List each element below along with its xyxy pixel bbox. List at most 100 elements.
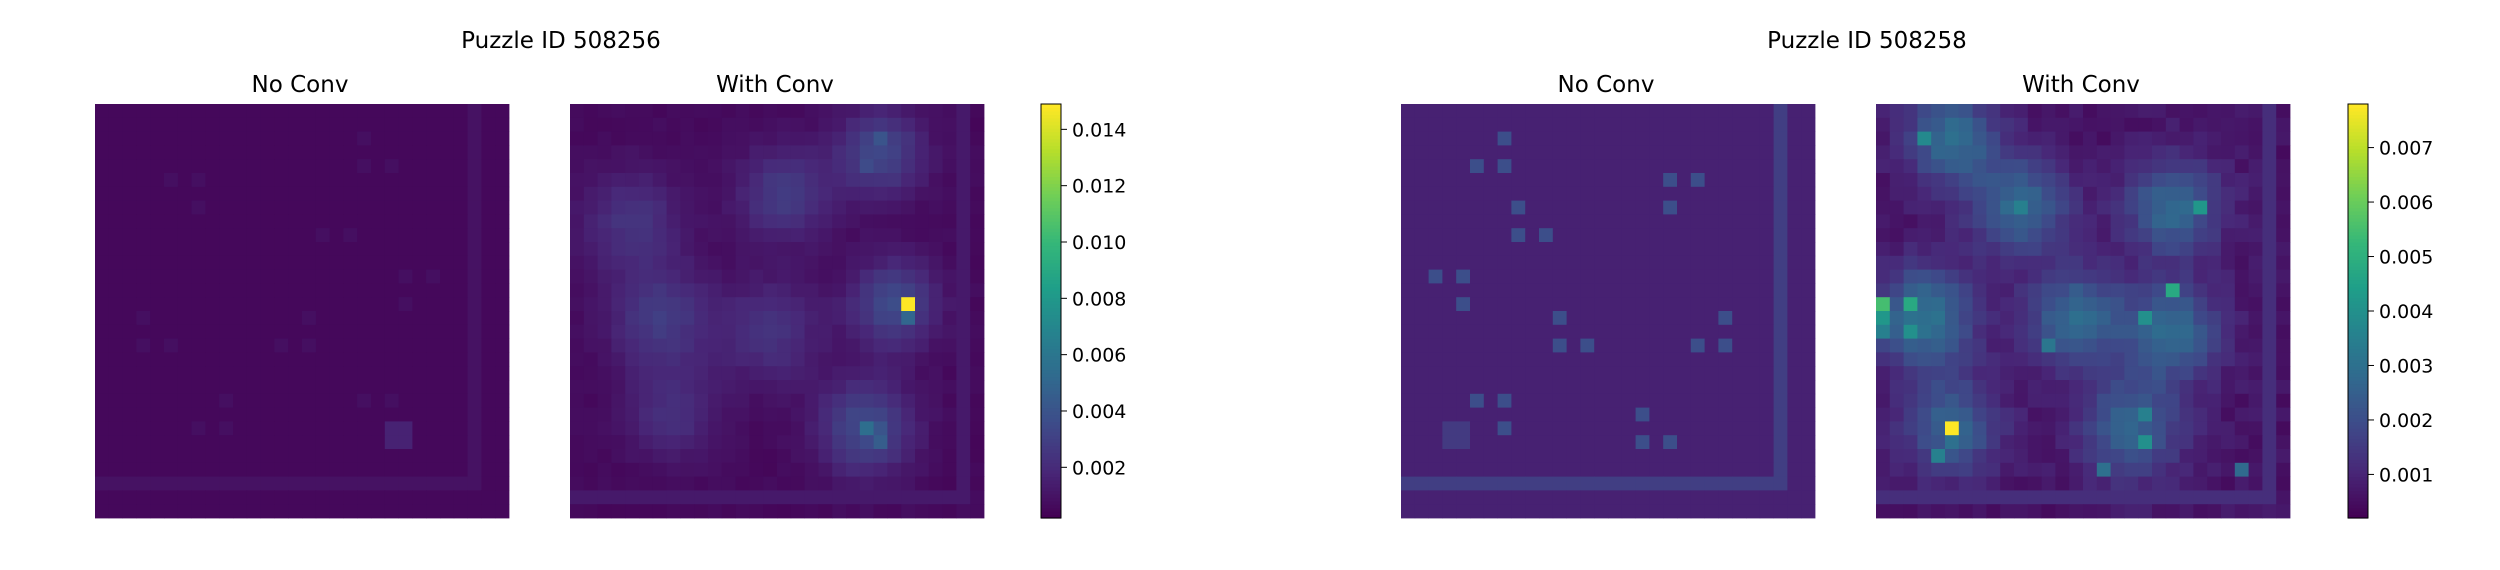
heatmap-cell [970,269,985,284]
heatmap-cell [233,421,248,436]
heatmap-cell [2124,490,2139,505]
heatmap-cell [597,504,612,519]
heatmap-cell [1931,200,1946,215]
heatmap-cell [191,159,206,174]
heatmap-cell [2124,324,2139,339]
heatmap-cell [763,393,778,408]
heatmap-cell [1442,504,1457,519]
heatmap-cell [1801,242,1816,257]
heatmap-cell [1931,186,1946,201]
heatmap-cell [219,393,234,408]
heatmap-cell [2110,393,2125,408]
heatmap-cell [639,283,654,298]
heatmap-cell [1931,338,1946,353]
heatmap-cell [1456,393,1471,408]
heatmap-cell [329,186,344,201]
heatmap-cell [246,476,261,491]
heatmap-cell [611,228,626,243]
heatmap-cell [398,214,413,229]
heatmap-cell [219,462,234,477]
heatmap-cell [763,173,778,188]
heatmap-cell [970,255,985,270]
heatmap-cell [1552,352,1567,367]
heatmap-cell [384,462,399,477]
heatmap-cell [901,421,916,436]
heatmap-cell [1746,338,1761,353]
heatmap-cell [191,131,206,146]
heatmap-cell [164,380,179,395]
heatmap-cell [467,269,482,284]
heatmap-cell [666,476,681,491]
heatmap-cell [453,490,468,505]
heatmap-cell [467,476,482,491]
colorbar-gradient-segment [2348,417,2368,422]
heatmap-cell [1986,186,2001,201]
heatmap-cell [329,214,344,229]
heatmap-cell [694,338,709,353]
heatmap-cell [329,200,344,215]
heatmap-cell [777,407,792,422]
heatmap-cell [329,173,344,188]
heatmap-cell [1483,311,1498,326]
colorbar-gradient-segment [2348,152,2368,157]
heatmap-cell [2179,228,2194,243]
heatmap-cell [1497,283,1512,298]
heatmap-cell [625,104,640,119]
colorbar-gradient-segment [2348,424,2368,429]
heatmap-cell [804,393,819,408]
heatmap-cell [177,462,192,477]
heatmap-cell [846,117,861,132]
heatmap-cell [1525,214,1540,229]
heatmap-cell [2152,228,2167,243]
heatmap-cell [1442,269,1457,284]
colorbar-gradient-segment [1041,114,1061,119]
colorbar-gradient-segment [1041,442,1061,447]
heatmap-cell [666,449,681,464]
heatmap-cell [426,214,441,229]
colorbar-tick-label: 0.001 [2379,464,2433,486]
heatmap-cell [1414,393,1429,408]
heatmap-cell [2221,407,2236,422]
heatmap-cell [928,159,943,174]
heatmap-cell [1958,380,1973,395]
heatmap-cell [1945,269,1960,284]
heatmap-cell [315,449,330,464]
heatmap-cell [1690,490,1705,505]
heatmap-cell [1525,490,1540,505]
heatmap-cell [2193,255,2208,270]
heatmap-cell [329,380,344,395]
heatmap-cell [873,255,888,270]
heatmap-cell [680,131,695,146]
heatmap-cell [1787,490,1802,505]
heatmap-cell [329,228,344,243]
heatmap-cell [1621,366,1636,381]
heatmap-cell [2165,228,2180,243]
heatmap-cell [2179,393,2194,408]
heatmap-cell [1704,490,1719,505]
heatmap-cell [1456,421,1471,436]
heatmap-cell [1483,462,1498,477]
heatmap-cell [274,324,289,339]
heatmap-cell [1972,173,1987,188]
heatmap-cell [302,311,317,326]
heatmap-cell [652,421,667,436]
heatmap-cell [597,380,612,395]
heatmap-cell [288,366,303,381]
heatmap-cell [1986,283,2001,298]
heatmap-cell [1594,393,1609,408]
heatmap-cell [2096,186,2111,201]
heatmap-cell [2262,297,2277,312]
heatmap-cell [1470,421,1485,436]
heatmap-cell [274,131,289,146]
heatmap-cell [1401,380,1416,395]
heatmap-cell [2000,131,2015,146]
heatmap-cell [1931,366,1946,381]
heatmap-cell [1456,117,1471,132]
heatmap-cell [1456,490,1471,505]
heatmap-cell [95,145,110,160]
heatmap-cell [666,504,681,519]
heatmap-cell [2262,255,2277,270]
heatmap-cell [942,311,957,326]
heatmap-cell [2234,297,2249,312]
heatmap-cell [859,366,874,381]
